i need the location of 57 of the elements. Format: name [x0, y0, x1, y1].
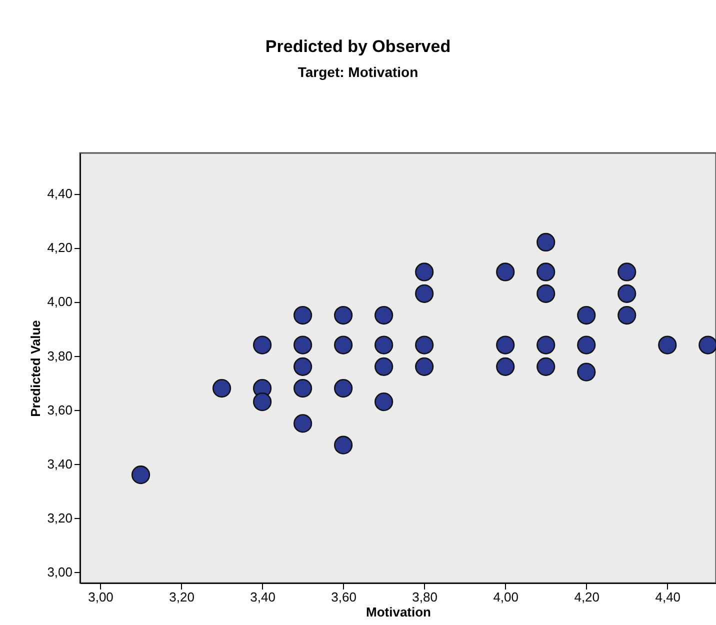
- point: [536, 357, 556, 376]
- point: [698, 336, 716, 354]
- y-tick-label: 3,60: [47, 402, 72, 418]
- x-tick-label: 3,60: [331, 590, 356, 604]
- point: [496, 262, 515, 282]
- point: [496, 357, 515, 376]
- point: [293, 357, 312, 376]
- y-tick-label: 4,00: [47, 294, 72, 310]
- x-tick-label: 4,40: [655, 590, 681, 604]
- chart-title: Predicted by Observed: [265, 37, 451, 56]
- point: [293, 414, 312, 433]
- point: [293, 336, 312, 354]
- point: [618, 306, 636, 325]
- point: [536, 232, 556, 252]
- chart-subtitle: Target: Motivation: [298, 64, 418, 80]
- point: [374, 336, 394, 354]
- point: [212, 378, 232, 398]
- y-tick-label: 4,40: [47, 186, 72, 202]
- point: [293, 378, 312, 398]
- x-tick-label: 3,40: [250, 590, 276, 604]
- point: [618, 284, 636, 303]
- x-tick-label: 3,00: [88, 590, 114, 604]
- y-tick-label: 3,20: [47, 510, 72, 526]
- x-tick-label: 4,00: [493, 590, 519, 604]
- point: [577, 336, 596, 354]
- x-tick-label: 4,20: [574, 590, 600, 604]
- point: [415, 357, 434, 376]
- point: [334, 336, 353, 354]
- point: [252, 392, 272, 412]
- point: [415, 284, 434, 303]
- point: [618, 262, 636, 282]
- point: [415, 336, 434, 354]
- point: [536, 284, 556, 303]
- point: [131, 466, 150, 484]
- point: [415, 262, 434, 282]
- point: [658, 336, 677, 354]
- point: [577, 306, 596, 325]
- x-tick-label: 3,20: [169, 590, 194, 604]
- point: [536, 336, 556, 354]
- point: [374, 392, 394, 412]
- point: [536, 262, 556, 282]
- y-axis-title: Predicted Value: [28, 320, 44, 417]
- point: [334, 436, 353, 454]
- point: [374, 306, 394, 325]
- x-axis-title: Motivation: [366, 604, 432, 620]
- point: [577, 362, 596, 382]
- point: [496, 336, 515, 354]
- x-tick-label: 3,80: [412, 590, 438, 604]
- y-tick-label: 3,00: [47, 564, 72, 580]
- point: [334, 306, 353, 325]
- point: [293, 306, 312, 325]
- point: [334, 378, 353, 398]
- y-tick-label: 3,40: [47, 456, 72, 472]
- point: [252, 336, 272, 354]
- point: [374, 357, 394, 376]
- y-tick-label: 4,20: [47, 240, 72, 256]
- y-tick-label: 3,80: [47, 348, 72, 364]
